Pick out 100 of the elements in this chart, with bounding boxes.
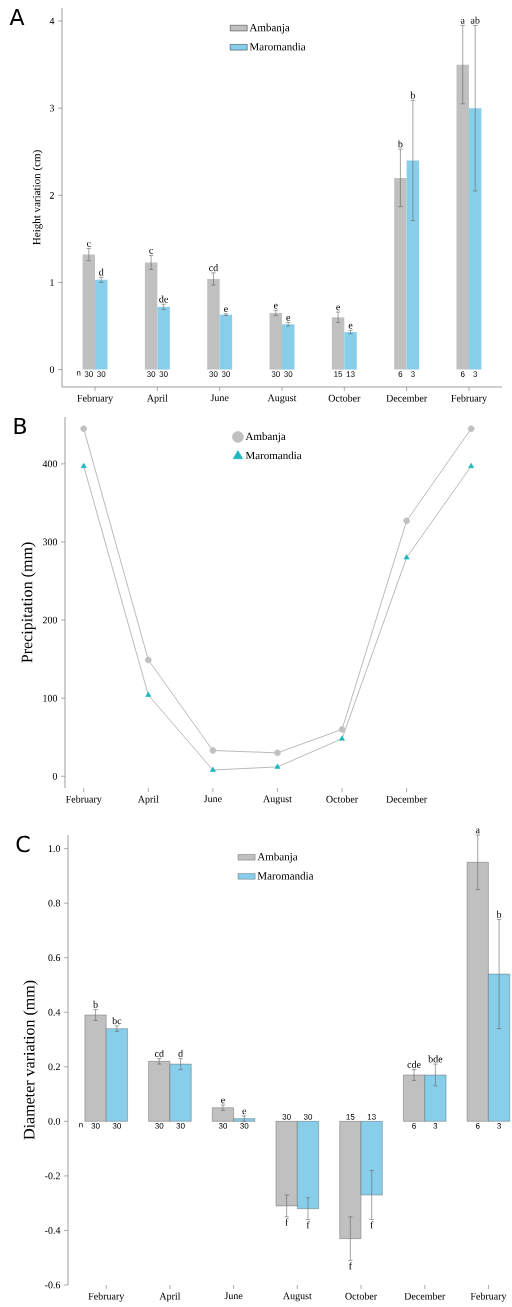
y-axis-title: Height variation (cm) — [32, 150, 43, 245]
annotation: b — [93, 1000, 98, 1008]
y-tick-label: 0.2 — [48, 1063, 60, 1071]
annotation: ab — [470, 16, 480, 24]
annotation: d — [178, 1049, 183, 1057]
point — [403, 554, 410, 560]
x-tick-label: June — [203, 795, 222, 803]
annotation: 30 — [284, 371, 293, 377]
annotation: e — [242, 1109, 247, 1115]
legend-label: Maromandia — [249, 42, 306, 51]
x-tick-label: April — [146, 394, 168, 404]
annotation: d — [99, 268, 104, 276]
annotation: cd — [154, 1049, 164, 1057]
annotation: 30 — [209, 371, 218, 377]
annotation: bde — [428, 1055, 443, 1063]
annotation: 30 — [97, 371, 106, 377]
annotation: 13 — [367, 1113, 376, 1120]
y-tick-label: 0.0 — [48, 1117, 61, 1125]
y-tick-label: -0.6 — [45, 1281, 61, 1289]
y-tick-label: 1.0 — [48, 845, 61, 853]
annotation: 6 — [412, 1123, 416, 1129]
annotation: b — [410, 91, 415, 99]
annotation: f — [285, 1218, 289, 1226]
annotation: 30 — [112, 1123, 122, 1129]
y-tick-label: 0.4 — [48, 1008, 61, 1016]
y-tick-label: 100 — [43, 694, 58, 702]
point — [468, 462, 475, 468]
y-tick-label: 1 — [50, 279, 54, 286]
x-tick-label: October — [326, 795, 359, 803]
point — [403, 517, 410, 525]
chart-title: C — [16, 835, 30, 853]
annotation: a — [460, 18, 465, 24]
annotation: 30 — [91, 1123, 100, 1129]
annotation: e — [286, 316, 291, 321]
legend-label: Ambanja — [249, 23, 290, 34]
x-tick-label: April — [159, 1292, 181, 1302]
annotation: 30 — [240, 1123, 249, 1129]
annotation: f — [306, 1221, 310, 1229]
bar — [144, 262, 158, 370]
y-axis-title: Diameter variation (mm) — [23, 980, 38, 1140]
annotation: c — [86, 241, 91, 247]
annotation: 6 — [398, 371, 403, 377]
x-tick-label: February — [77, 394, 114, 404]
bar — [269, 312, 282, 370]
annotation: 30 — [155, 1123, 164, 1129]
y-tick-label: 4 — [49, 17, 55, 25]
annotation: b — [397, 140, 403, 148]
y-tick-label: -0.2 — [45, 1172, 60, 1180]
annotation: 15 — [346, 1114, 355, 1120]
annotation: e — [348, 323, 353, 329]
x-tick-label: February — [470, 1292, 507, 1302]
bar — [344, 332, 357, 370]
annotation: 30 — [221, 371, 231, 377]
x-tick-label: February — [451, 394, 487, 404]
bar — [219, 314, 233, 370]
chart-title: A — [9, 8, 25, 26]
annotation: 13 — [346, 371, 355, 377]
bar — [82, 254, 96, 370]
bar — [95, 279, 108, 370]
annotation: 15 — [334, 371, 343, 377]
chart-title: B — [14, 417, 26, 435]
annotation: e — [336, 305, 340, 311]
y-tick-label: 200 — [42, 616, 58, 624]
annotation: 30 — [271, 371, 280, 377]
x-tick-label: August — [282, 1292, 312, 1302]
legend-label: Ambanja — [257, 852, 298, 863]
bar — [406, 160, 420, 370]
point — [274, 763, 281, 769]
annotation: n — [79, 1123, 83, 1128]
x-tick-label: February — [88, 1292, 125, 1302]
annotation: bc — [112, 1017, 122, 1025]
annotation: e — [273, 303, 278, 309]
bar — [394, 177, 407, 370]
x-tick-label: February — [65, 795, 102, 805]
bar — [331, 317, 345, 370]
x-tick-label: April — [137, 795, 159, 805]
annotation: e — [221, 1098, 225, 1104]
x-tick-label: August — [267, 394, 297, 404]
annotation: 30 — [303, 1113, 313, 1120]
y-tick-label: 0.6 — [48, 954, 61, 962]
x-tick-label: October — [345, 1292, 378, 1300]
bar — [282, 324, 295, 370]
x-tick-label: June — [224, 1292, 243, 1300]
annotation: 6 — [460, 371, 465, 377]
annotation: 6 — [475, 1123, 480, 1129]
annotation: n — [76, 371, 81, 376]
legend-label: Maromandia — [245, 451, 302, 460]
point — [145, 656, 152, 664]
annotation: f — [370, 1221, 374, 1229]
bar — [456, 64, 469, 370]
annotation: 3 — [473, 371, 478, 377]
text: a — [475, 828, 480, 834]
bar — [468, 108, 482, 370]
annotation: 30 — [84, 371, 93, 377]
annotation: c — [149, 248, 154, 254]
y-tick-label: 0 — [49, 366, 55, 373]
annotation: b — [496, 910, 502, 918]
x-tick-label: June — [210, 394, 229, 402]
x-tick-label: December — [386, 795, 428, 803]
annotation: 3 — [410, 371, 415, 377]
